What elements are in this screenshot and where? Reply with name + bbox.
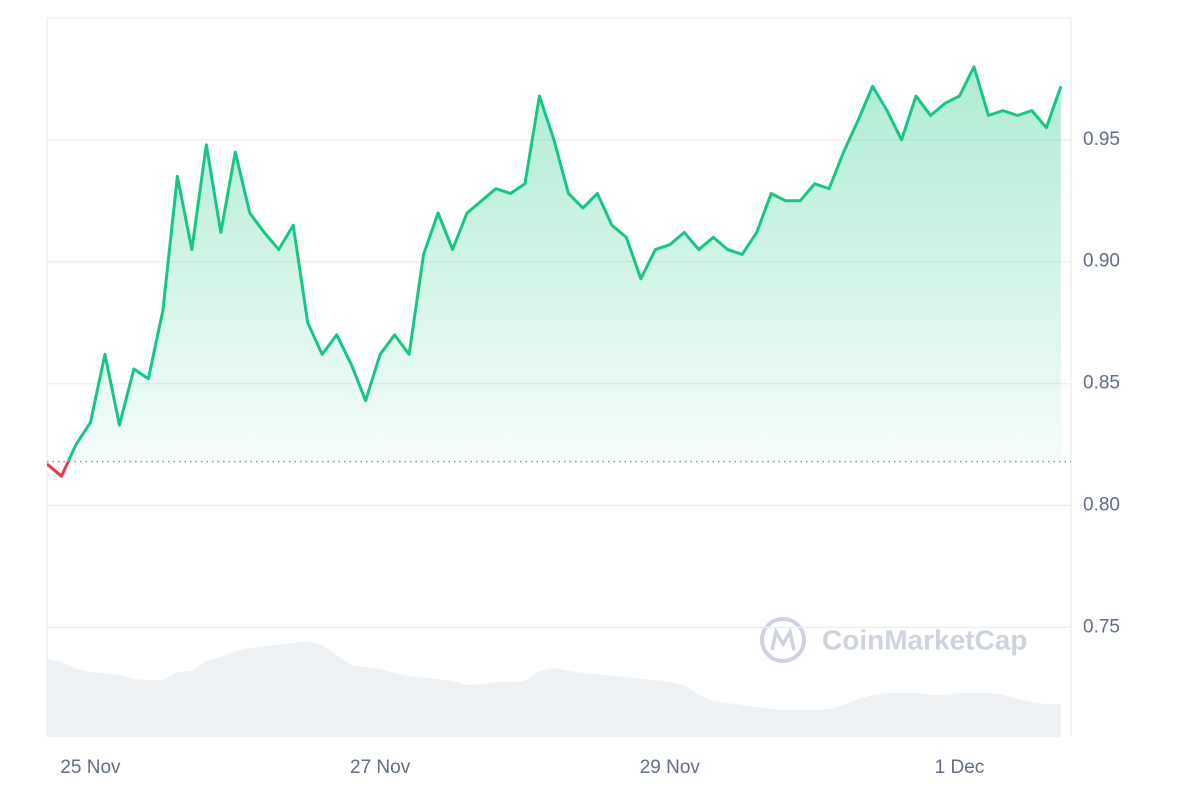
price-area xyxy=(47,66,1061,462)
y-tick-label: 0.95 xyxy=(1083,129,1120,150)
y-tick-label: 0.80 xyxy=(1083,494,1120,515)
y-tick-label: 0.90 xyxy=(1083,251,1120,272)
x-tick-label: 29 Nov xyxy=(640,757,701,778)
y-tick-label: 0.75 xyxy=(1083,616,1120,637)
x-tick-label: 1 Dec xyxy=(935,757,985,778)
price-line xyxy=(66,65,1063,462)
watermark-text: CoinMarketCap xyxy=(822,624,1027,655)
watermark: CoinMarketCap xyxy=(760,617,1027,663)
y-tick-label: 0.85 xyxy=(1083,373,1120,394)
x-tick-label: 25 Nov xyxy=(60,757,121,778)
x-tick-label: 27 Nov xyxy=(350,757,411,778)
volume-area xyxy=(47,641,1061,737)
